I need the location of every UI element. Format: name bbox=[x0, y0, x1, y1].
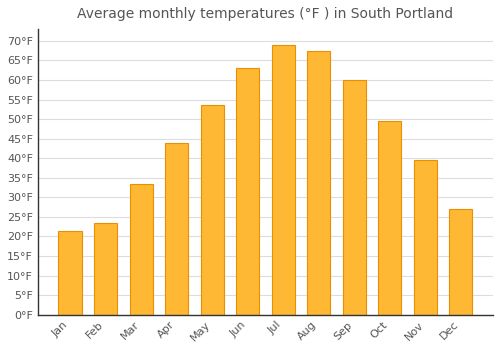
Bar bbox=[450, 209, 472, 315]
Bar bbox=[58, 231, 82, 315]
Title: Average monthly temperatures (°F ) in South Portland: Average monthly temperatures (°F ) in So… bbox=[78, 7, 454, 21]
Bar bbox=[165, 142, 188, 315]
Bar bbox=[378, 121, 402, 315]
Bar bbox=[414, 160, 437, 315]
Bar bbox=[200, 105, 224, 315]
Bar bbox=[236, 68, 259, 315]
Bar bbox=[272, 45, 294, 315]
Bar bbox=[342, 80, 366, 315]
Bar bbox=[94, 223, 117, 315]
Bar bbox=[307, 51, 330, 315]
Bar bbox=[130, 184, 152, 315]
